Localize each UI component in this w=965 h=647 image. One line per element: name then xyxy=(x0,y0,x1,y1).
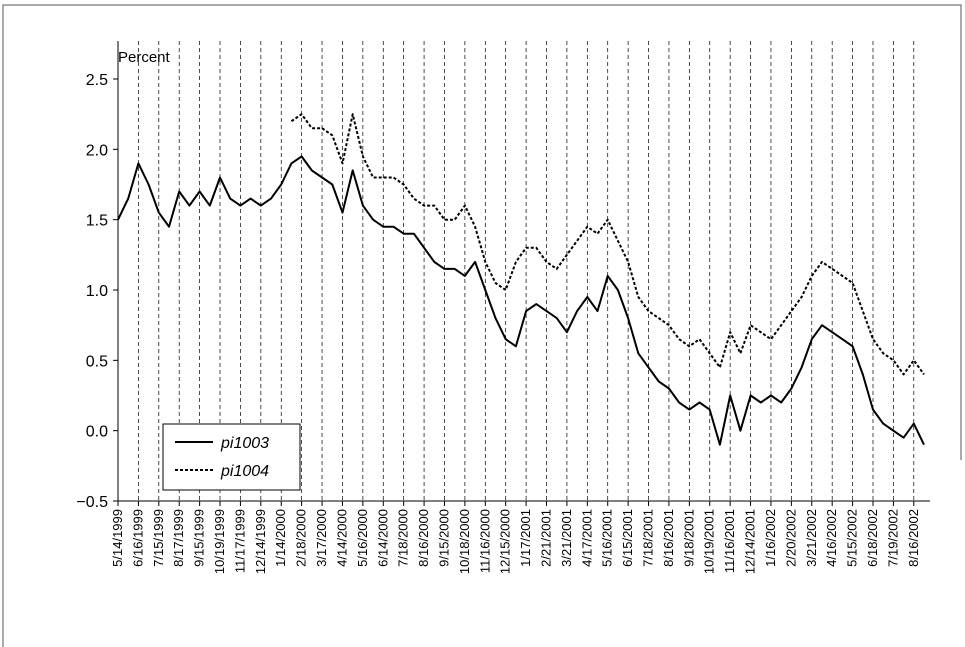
series-line xyxy=(290,113,925,376)
x-tick-label: 2/18/2000 xyxy=(294,509,309,567)
x-tick-label: 12/14/2001 xyxy=(743,509,758,574)
x-tick-label: 11/16/2001 xyxy=(722,509,737,573)
y-tick-label: 2.0 xyxy=(86,142,108,159)
x-tick-label: 1/17/2001 xyxy=(518,509,533,567)
x-tick-label: 10/19/1999 xyxy=(212,509,227,574)
x-tick-label: 3/21/2001 xyxy=(559,509,574,567)
x-tick-label: 6/18/2002 xyxy=(865,509,880,567)
x-tick-label: 5/16/2001 xyxy=(600,509,615,567)
x-tick-label: 2/20/2002 xyxy=(783,509,798,567)
x-tick-label: 9/15/1999 xyxy=(192,509,207,567)
x-tick-label: 7/18/2000 xyxy=(396,509,411,567)
x-tick-label: 10/18/2000 xyxy=(457,509,472,574)
x-tick-label: 12/15/2000 xyxy=(498,509,513,574)
x-tick-label: 8/17/1999 xyxy=(171,509,186,567)
x-tick-label: 9/18/2001 xyxy=(681,509,696,567)
x-tick-label: 7/15/1999 xyxy=(151,509,166,567)
x-tick-label: 6/16/1999 xyxy=(130,509,145,567)
x-tick-label: 5/14/1999 xyxy=(110,509,125,567)
y-tick-label: 1.0 xyxy=(86,283,108,300)
x-tick-label: 10/19/2001 xyxy=(702,509,717,574)
x-tick-label: 11/17/1999 xyxy=(232,509,247,573)
y-axis-label: Percent xyxy=(118,49,171,66)
y-tick-label: 1.5 xyxy=(86,213,108,230)
x-tick-label: 4/14/2000 xyxy=(334,509,349,567)
legend-label: pi1003 xyxy=(220,435,269,452)
x-tick-label: 6/14/2000 xyxy=(375,509,390,567)
x-tick-label: 5/16/2000 xyxy=(355,509,370,567)
x-tick-label: 4/16/2002 xyxy=(824,509,839,567)
x-tick-label: 4/17/2001 xyxy=(579,509,594,567)
x-tick-label: 3/17/2000 xyxy=(314,509,329,567)
series-line xyxy=(117,155,925,446)
x-tick-label: 7/19/2002 xyxy=(885,509,900,567)
x-tick-label: 2/21/2001 xyxy=(539,509,554,567)
y-tick-label: 0.0 xyxy=(86,424,108,441)
y-tick-label: 2.5 xyxy=(86,72,108,89)
x-tick-label: 1/14/2000 xyxy=(273,509,288,567)
x-tick-label: 9/15/2000 xyxy=(436,509,451,567)
x-tick-label: 8/16/2000 xyxy=(416,509,431,567)
x-tick-label: 8/16/2002 xyxy=(906,509,921,567)
legend-label: pi1004 xyxy=(220,463,269,480)
y-tick-label: 0.5 xyxy=(86,353,108,370)
x-tick-label: 8/16/2001 xyxy=(661,509,676,567)
x-tick-label: 11/16/2000 xyxy=(477,509,492,573)
frame xyxy=(2,4,962,647)
x-tick-label: 1/16/2002 xyxy=(763,509,778,567)
plot-frame xyxy=(117,41,930,502)
x-tick-label: 7/18/2001 xyxy=(641,509,656,567)
x-tick-label: 12/14/1999 xyxy=(253,509,268,574)
y-tick-label: −0.5 xyxy=(76,494,108,511)
x-tick-label: 3/21/2002 xyxy=(804,509,819,567)
x-tick-label: 6/15/2001 xyxy=(620,509,635,567)
x-tick-label: 5/15/2002 xyxy=(845,509,860,567)
legend-box xyxy=(162,423,301,491)
